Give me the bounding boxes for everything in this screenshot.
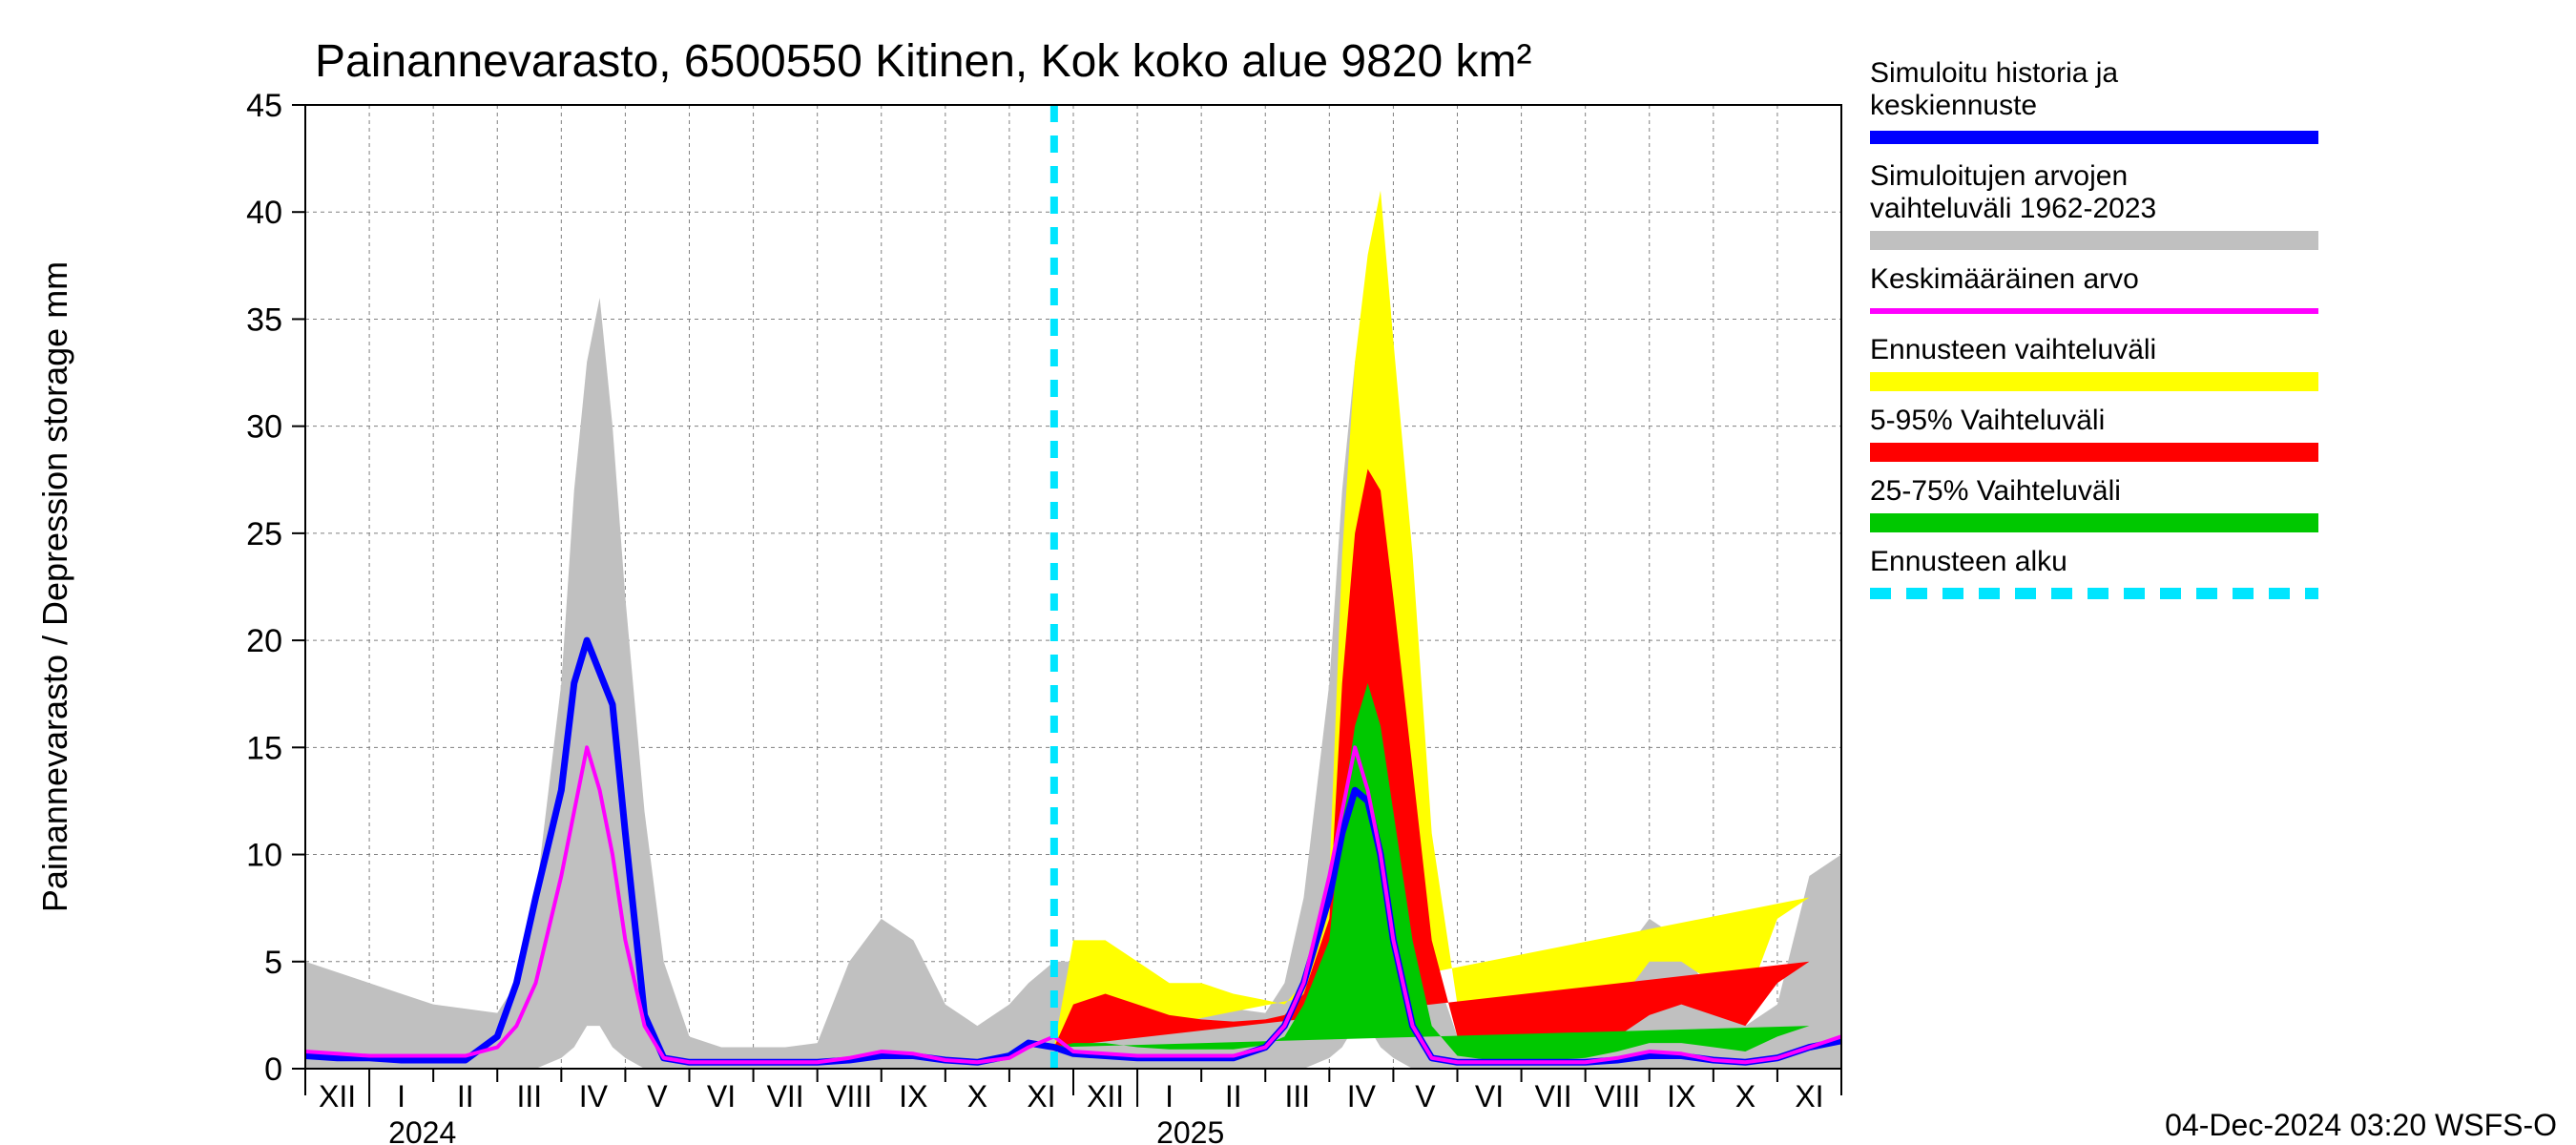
x-tick-label: IX [899, 1079, 927, 1114]
depression-storage-chart: 051015202530354045XIIIIIIIIIVVVIVIIVIIII… [0, 0, 2576, 1145]
legend-label: Ennusteen alku [1870, 546, 2067, 577]
chart-svg: 051015202530354045XIIIIIIIIIVVVIVIIVIIII… [0, 0, 2576, 1145]
x-tick-label: VI [1475, 1079, 1504, 1114]
legend-label: Ennusteen vaihteluväli [1870, 334, 2156, 365]
x-tick-label: V [1415, 1079, 1436, 1114]
legend-label: keskiennuste [1870, 90, 2037, 121]
legend-label: Simuloitujen arvojen [1870, 160, 2128, 192]
x-tick-label: II [457, 1079, 474, 1114]
x-tick-label: I [397, 1079, 405, 1114]
y-tick-label: 30 [246, 409, 282, 446]
x-tick-label: VIII [826, 1079, 872, 1114]
legend-label: vaihteluväli 1962-2023 [1870, 193, 2156, 224]
x-tick-label: XI [1027, 1079, 1055, 1114]
x-tick-label: XII [319, 1079, 356, 1114]
legend-swatch [1870, 443, 2318, 462]
x-year-label: 2024 [388, 1115, 456, 1145]
x-tick-label: IV [579, 1079, 609, 1114]
x-tick-label: V [647, 1079, 668, 1114]
x-tick-label: XI [1795, 1079, 1823, 1114]
x-tick-label: X [967, 1079, 987, 1114]
y-axis-label: Painannevarasto / Depression storage mm [35, 261, 74, 912]
legend-swatch [1870, 372, 2318, 391]
x-tick-label: VIII [1594, 1079, 1640, 1114]
x-tick-label: III [1284, 1079, 1310, 1114]
y-tick-label: 10 [246, 838, 282, 874]
footer-timestamp: 04-Dec-2024 03:20 WSFS-O [2165, 1108, 2557, 1142]
x-tick-label: I [1165, 1079, 1174, 1114]
legend-label: Simuloitu historia ja [1870, 57, 2118, 89]
legend-label: Keskimääräinen arvo [1870, 263, 2139, 295]
chart-title: Painannevarasto, 6500550 Kitinen, Kok ko… [315, 36, 1532, 87]
legend-label: 5-95% Vaihteluväli [1870, 405, 2105, 436]
y-tick-label: 5 [264, 945, 282, 981]
y-tick-label: 40 [246, 195, 282, 231]
x-tick-label: IX [1667, 1079, 1695, 1114]
x-tick-label: XII [1087, 1079, 1124, 1114]
y-tick-label: 45 [246, 88, 282, 124]
x-tick-label: VI [707, 1079, 736, 1114]
x-tick-label: IV [1347, 1079, 1377, 1114]
y-tick-label: 35 [246, 302, 282, 338]
legend-label: 25-75% Vaihteluväli [1870, 475, 2121, 507]
x-tick-label: VII [1535, 1079, 1572, 1114]
y-tick-label: 20 [246, 623, 282, 659]
y-tick-label: 15 [246, 730, 282, 766]
x-tick-label: VII [767, 1079, 804, 1114]
y-tick-label: 0 [264, 1051, 282, 1088]
legend-swatch [1870, 231, 2318, 250]
x-year-label: 2025 [1156, 1115, 1224, 1145]
x-tick-label: III [516, 1079, 542, 1114]
x-tick-label: II [1225, 1079, 1242, 1114]
y-tick-label: 25 [246, 516, 282, 552]
x-tick-label: X [1735, 1079, 1755, 1114]
legend-swatch [1870, 513, 2318, 532]
